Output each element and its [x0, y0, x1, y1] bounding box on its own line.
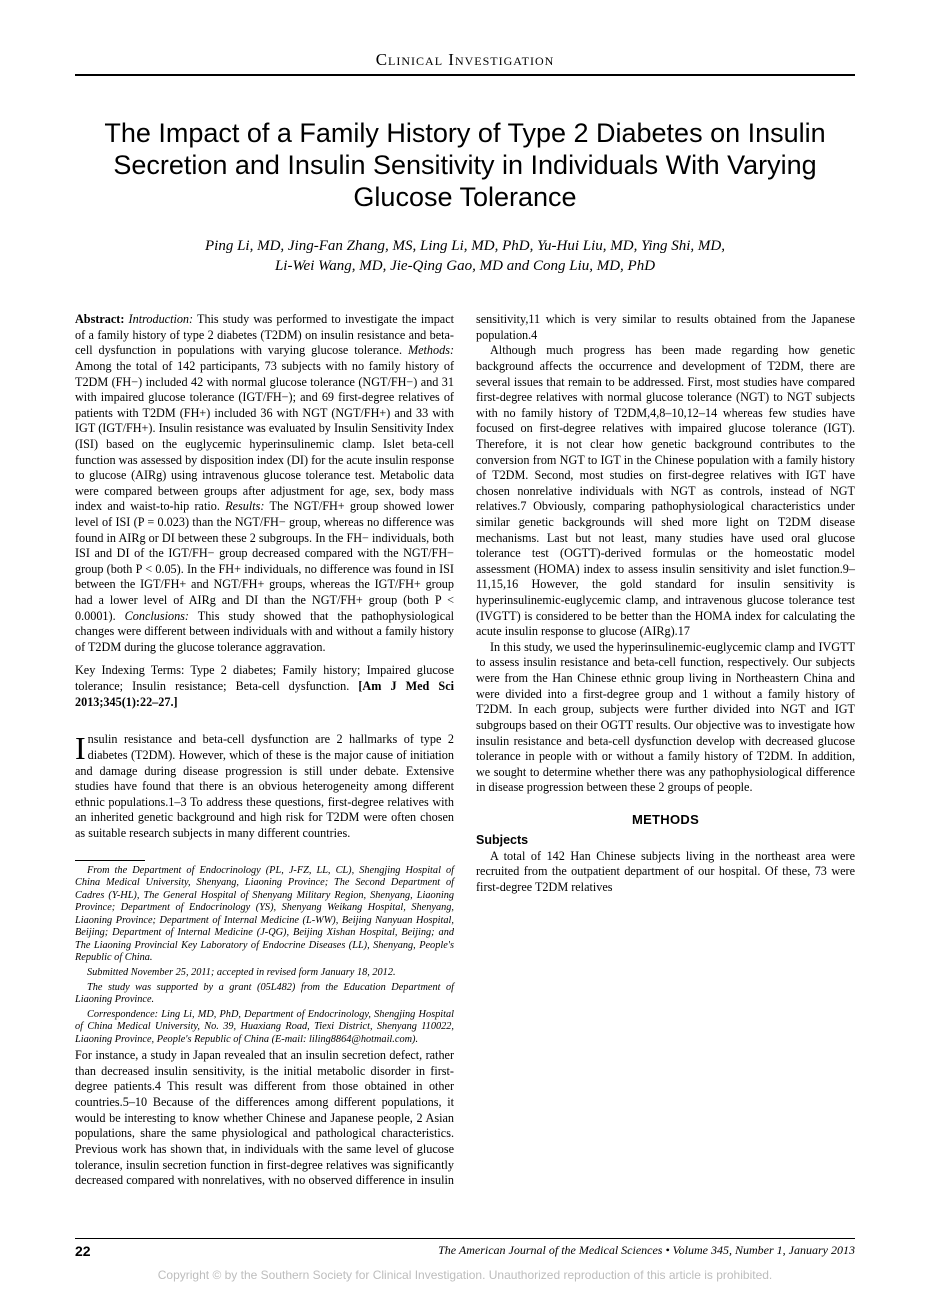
intro-paragraph: Insulin resistance and beta-cell dysfunc…: [75, 732, 454, 841]
authors-line-1: Ping Li, MD, Jing-Fan Zhang, MS, Ling Li…: [205, 238, 725, 254]
affil-support: The study was supported by a grant (05L4…: [75, 982, 454, 1007]
abstract-methods: Among the total of 142 participants, 73 …: [75, 359, 454, 513]
introduction: Insulin resistance and beta-cell dysfunc…: [75, 732, 454, 841]
copyright-watermark: Copyright © by the Southern Society for …: [0, 1268, 930, 1282]
authors-line-2: Li-Wei Wang, MD, Jie-Qing Gao, MD and Co…: [275, 258, 655, 274]
author-list: Ping Li, MD, Jing-Fan Zhang, MS, Ling Li…: [75, 236, 855, 277]
two-column-body: Abstract: Introduction: This study was p…: [75, 312, 855, 1192]
body-para-3: In this study, we used the hyperinsuline…: [476, 640, 855, 796]
article-title: The Impact of a Family History of Type 2…: [85, 118, 845, 214]
methods-label: Methods:: [408, 343, 454, 357]
key-indexing-terms: Key Indexing Terms: Type 2 diabetes; Fam…: [75, 663, 454, 710]
page-number: 22: [75, 1243, 91, 1259]
results-label: Results:: [225, 499, 264, 513]
subjects-heading: Subjects: [476, 832, 855, 848]
intro-label: Introduction:: [129, 312, 194, 326]
methods-para: A total of 142 Han Chinese subjects livi…: [476, 849, 855, 896]
section-header: Clinical Investigation: [75, 50, 855, 76]
page-footer: 22 The American Journal of the Medical S…: [75, 1238, 855, 1260]
affil-correspondence: Correspondence: Ling Li, MD, PhD, Depart…: [75, 1009, 454, 1047]
affil-submitted: Submitted November 25, 2011; accepted in…: [75, 967, 454, 980]
abstract-label: Abstract:: [75, 312, 124, 326]
affiliations: From the Department of Endocrinology (PL…: [75, 865, 454, 1047]
abstract: Abstract: Introduction: This study was p…: [75, 312, 454, 655]
affil-from: From the Department of Endocrinology (PL…: [75, 865, 454, 965]
conclusions-label: Conclusions:: [125, 609, 189, 623]
journal-citation: The American Journal of the Medical Scie…: [438, 1243, 855, 1258]
affiliation-rule: [75, 860, 145, 861]
methods-heading: METHODS: [476, 812, 855, 829]
indexing-label: Key Indexing Terms:: [75, 663, 184, 677]
body-para-2: Although much progress has been made reg…: [476, 343, 855, 640]
page: Clinical Investigation The Impact of a F…: [0, 0, 930, 1290]
abstract-results: The NGT/FH+ group showed lower level of …: [75, 499, 454, 622]
